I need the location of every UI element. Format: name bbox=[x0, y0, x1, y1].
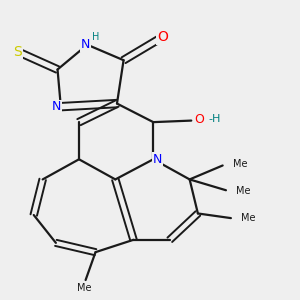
Text: H: H bbox=[92, 32, 99, 42]
Text: Me: Me bbox=[241, 213, 255, 223]
Text: Me: Me bbox=[77, 283, 91, 293]
Text: Me: Me bbox=[232, 159, 247, 169]
Text: N: N bbox=[81, 38, 90, 51]
Text: N: N bbox=[52, 100, 62, 113]
Text: S: S bbox=[14, 46, 22, 59]
Text: N: N bbox=[153, 153, 162, 166]
Text: O: O bbox=[157, 30, 168, 44]
Text: -H: -H bbox=[208, 114, 221, 124]
Text: Me: Me bbox=[236, 186, 250, 196]
Text: O: O bbox=[195, 112, 205, 125]
